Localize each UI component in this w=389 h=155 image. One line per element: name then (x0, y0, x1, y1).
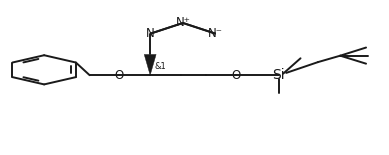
Text: Si: Si (272, 68, 285, 82)
Text: N: N (146, 27, 154, 40)
Polygon shape (144, 54, 156, 75)
Text: N⁺: N⁺ (175, 16, 190, 29)
Text: &1: &1 (154, 62, 166, 71)
Text: O: O (115, 69, 124, 82)
Text: N⁻: N⁻ (208, 27, 223, 40)
Text: O: O (231, 69, 241, 82)
